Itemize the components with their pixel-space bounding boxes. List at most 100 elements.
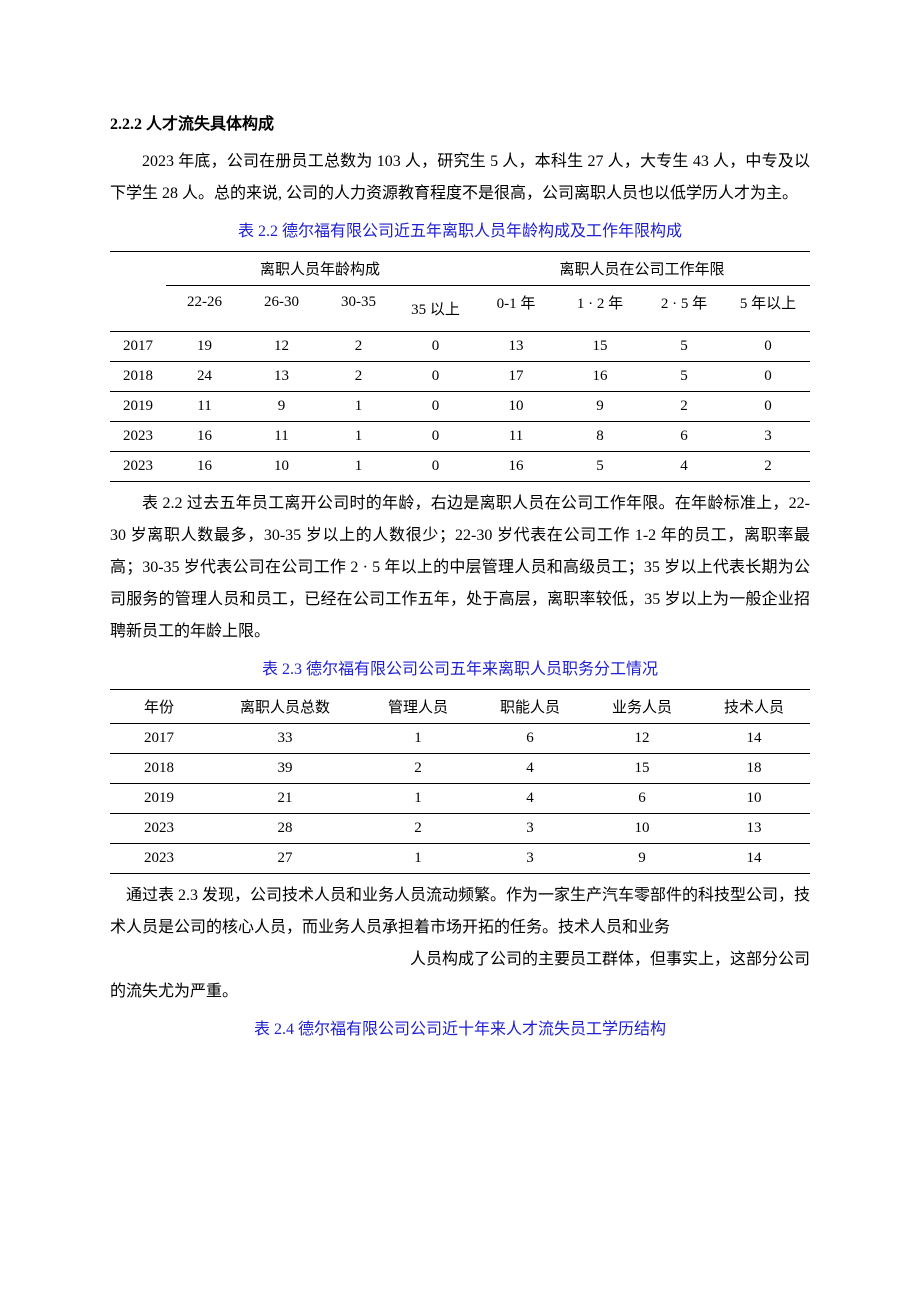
value-cell: 13 [698, 813, 810, 843]
table-row: 201839241518 [110, 753, 810, 783]
value-cell: 13 [474, 331, 558, 361]
value-cell: 17 [474, 361, 558, 391]
value-cell: 10 [698, 783, 810, 813]
value-cell: 5 [558, 451, 642, 481]
value-cell: 28 [208, 813, 362, 843]
value-cell: 3 [474, 813, 586, 843]
value-cell: 15 [558, 331, 642, 361]
value-cell: 10 [586, 813, 698, 843]
value-cell: 16 [474, 451, 558, 481]
value-cell: 0 [397, 391, 474, 421]
value-cell: 0 [726, 331, 810, 361]
value-cell: 6 [474, 723, 586, 753]
value-cell: 1 [362, 783, 474, 813]
sub-header: 5 年以上 [726, 285, 810, 319]
value-cell: 5 [642, 361, 726, 391]
table-2-2: 离职人员年龄构成 离职人员在公司工作年限 22-26 26-30 30-35 3… [110, 251, 810, 482]
sub-header: 30-35 [320, 285, 397, 319]
value-cell: 1 [362, 723, 474, 753]
value-cell: 6 [586, 783, 698, 813]
year-cell: 2018 [110, 361, 166, 391]
value-cell: 12 [243, 331, 320, 361]
column-header: 年份 [110, 689, 208, 723]
value-cell: 24 [166, 361, 243, 391]
value-cell: 14 [698, 723, 810, 753]
table-row: 20192114610 [110, 783, 810, 813]
value-cell: 3 [726, 421, 810, 451]
year-cell: 2019 [110, 391, 166, 421]
value-cell: 6 [642, 421, 726, 451]
value-cell: 16 [558, 361, 642, 391]
year-cell: 2023 [110, 421, 166, 451]
sub-header: 1 · 2 年 [558, 285, 642, 319]
value-cell: 10 [474, 391, 558, 421]
value-cell: 1 [320, 391, 397, 421]
table-row: 202328231013 [110, 813, 810, 843]
value-cell: 8 [558, 421, 642, 451]
sub-header: 26-30 [243, 285, 320, 319]
value-cell: 13 [243, 361, 320, 391]
value-cell: 2 [726, 451, 810, 481]
column-header: 离职人员总数 [208, 689, 362, 723]
table-row: 20232713914 [110, 843, 810, 873]
value-cell: 11 [474, 421, 558, 451]
column-header: 业务人员 [586, 689, 698, 723]
value-cell: 2 [320, 361, 397, 391]
sub-header: 0-1 年 [474, 285, 558, 319]
value-cell: 18 [698, 753, 810, 783]
value-cell: 16 [166, 451, 243, 481]
value-cell: 19 [166, 331, 243, 361]
value-cell: 2 [642, 391, 726, 421]
table-row: 202316101016542 [110, 451, 810, 481]
value-cell: 16 [166, 421, 243, 451]
value-cell: 4 [642, 451, 726, 481]
value-cell: 0 [397, 451, 474, 481]
value-cell: 21 [208, 783, 362, 813]
table-2-3: 年份离职人员总数管理人员职能人员业务人员技术人员 201733161214201… [110, 689, 810, 874]
value-cell: 2 [362, 753, 474, 783]
value-cell: 1 [320, 421, 397, 451]
value-cell: 0 [397, 421, 474, 451]
sub-header: 2 · 5 年 [642, 285, 726, 319]
analysis-2-2: 表 2.2 过去五年员工离开公司时的年龄，右边是离职人员在公司工作年限。在年龄标… [110, 488, 810, 648]
value-cell: 10 [243, 451, 320, 481]
value-cell: 11 [243, 421, 320, 451]
year-cell: 2017 [110, 331, 166, 361]
value-cell: 2019 [110, 783, 208, 813]
value-cell: 0 [397, 361, 474, 391]
value-cell: 2023 [110, 843, 208, 873]
value-cell: 14 [698, 843, 810, 873]
table-row: 2017191220131550 [110, 331, 810, 361]
table-row: 201733161214 [110, 723, 810, 753]
value-cell: 3 [474, 843, 586, 873]
analysis-2-3-a: 通过表 2.3 发现，公司技术人员和业务人员流动频繁。作为一家生产汽车零部件的科… [110, 880, 810, 944]
group-header-tenure: 离职人员在公司工作年限 [474, 251, 810, 285]
intro-paragraph: 2023 年底，公司在册员工总数为 103 人，研究生 5 人，本科生 27 人… [110, 146, 810, 210]
value-cell: 0 [726, 391, 810, 421]
value-cell: 33 [208, 723, 362, 753]
analysis-2-3-b: 人员构成了公司的主要员工群体，但事实上，这部分公司 [110, 944, 810, 976]
value-cell: 39 [208, 753, 362, 783]
value-cell: 9 [558, 391, 642, 421]
column-header: 管理人员 [362, 689, 474, 723]
value-cell: 27 [208, 843, 362, 873]
table-2-3-caption: 表 2.3 德尔福有限公司公司五年来离职人员职务分工情况 [110, 656, 810, 685]
value-cell: 12 [586, 723, 698, 753]
value-cell: 5 [642, 331, 726, 361]
group-header-age: 离职人员年龄构成 [166, 251, 474, 285]
section-heading: 2.2.2 人才流失具体构成 [110, 110, 810, 134]
value-cell: 9 [243, 391, 320, 421]
value-cell: 2 [320, 331, 397, 361]
value-cell: 0 [397, 331, 474, 361]
table-row: 2018241320171650 [110, 361, 810, 391]
value-cell: 2023 [110, 813, 208, 843]
value-cell: 2017 [110, 723, 208, 753]
column-header: 技术人员 [698, 689, 810, 723]
year-cell: 2023 [110, 451, 166, 481]
value-cell: 11 [166, 391, 243, 421]
sub-header: 22-26 [166, 285, 243, 319]
value-cell: 2018 [110, 753, 208, 783]
value-cell: 4 [474, 783, 586, 813]
value-cell: 1 [362, 843, 474, 873]
document-page: 2.2.2 人才流失具体构成 2023 年底，公司在册员工总数为 103 人，研… [0, 0, 920, 1088]
